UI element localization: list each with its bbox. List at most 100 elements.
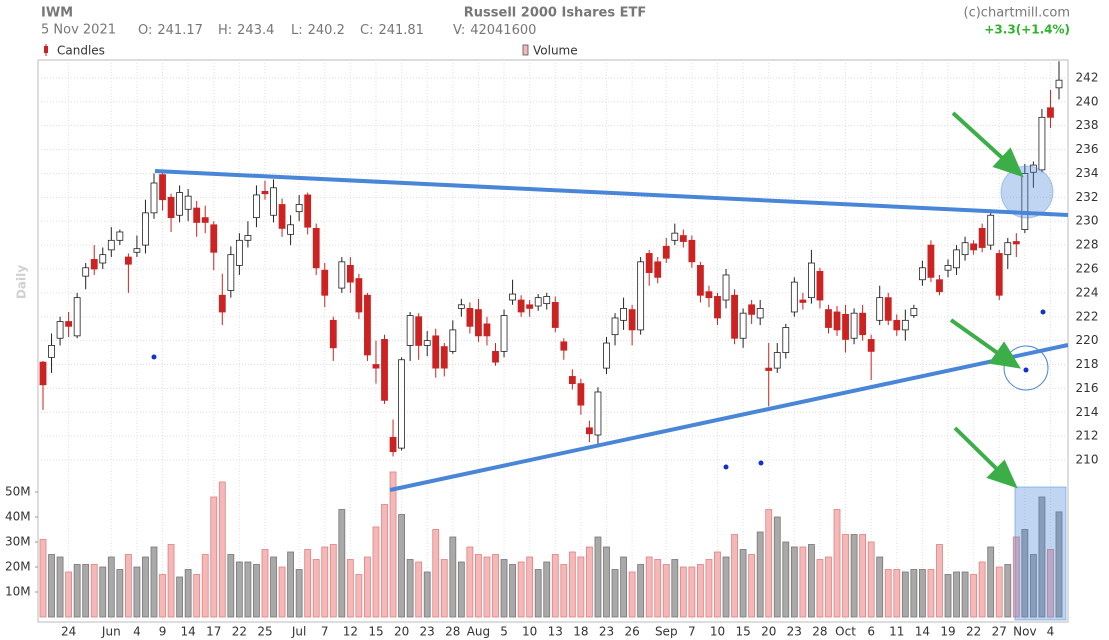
volume-bar bbox=[662, 564, 670, 618]
volume-bar bbox=[756, 531, 764, 618]
volume-bar bbox=[1004, 564, 1012, 618]
volume-bar bbox=[1047, 549, 1054, 618]
volume-bar bbox=[295, 569, 303, 618]
volume-bar bbox=[48, 554, 55, 618]
volume-bar bbox=[577, 556, 585, 618]
x-tick-label: 13 bbox=[548, 625, 563, 639]
x-tick-label: 28 bbox=[445, 625, 460, 639]
volume-bar bbox=[936, 544, 943, 618]
volume-bar bbox=[176, 576, 184, 618]
candle-body bbox=[773, 352, 781, 369]
candle-body bbox=[65, 321, 73, 327]
candle-body bbox=[688, 239, 696, 263]
candle-body bbox=[1038, 116, 1046, 171]
y2-tick-label: 50M bbox=[5, 485, 31, 499]
x-tick-label: 18 bbox=[573, 625, 588, 639]
volume-bar bbox=[406, 559, 414, 618]
legend-icon bbox=[44, 46, 48, 53]
candle-body bbox=[116, 231, 124, 241]
stat-label: C: bbox=[360, 23, 373, 38]
x-tick-label: Aug bbox=[467, 625, 490, 639]
candle-body bbox=[620, 307, 627, 321]
candle-body bbox=[568, 376, 576, 385]
candle-body bbox=[748, 304, 756, 315]
candle-body bbox=[739, 312, 747, 339]
volume-bar bbox=[133, 566, 141, 618]
arrow bbox=[953, 426, 1006, 478]
volume-bar bbox=[526, 556, 534, 618]
candle-body bbox=[799, 299, 807, 303]
candle-body bbox=[987, 214, 995, 246]
volume-bar bbox=[218, 481, 226, 618]
volume-bar bbox=[645, 556, 653, 618]
candle-body bbox=[722, 274, 730, 301]
x-tick-label: Jun bbox=[101, 625, 121, 639]
candle-body bbox=[637, 261, 645, 331]
volume-bar bbox=[449, 536, 457, 618]
candle-body bbox=[654, 261, 662, 278]
candle-body bbox=[466, 307, 474, 327]
x-tick-label: 25 bbox=[257, 625, 272, 639]
volume-bar bbox=[782, 541, 790, 618]
volume-bar bbox=[611, 569, 619, 618]
arrows bbox=[949, 111, 1024, 489]
y-tick-label: 232 bbox=[1076, 190, 1099, 204]
volume-bar bbox=[517, 561, 525, 618]
plot: 2102122142162182202222242262282302322342… bbox=[5, 60, 1098, 639]
x-tick-label: 7 bbox=[688, 625, 696, 639]
candle-body bbox=[978, 227, 986, 248]
stat-value: 42041600 bbox=[470, 23, 536, 38]
dot bbox=[1040, 309, 1046, 315]
volume-bar bbox=[116, 569, 124, 618]
trendline bbox=[389, 343, 1069, 492]
volume-bar bbox=[235, 561, 243, 618]
candle-body bbox=[312, 227, 320, 269]
arrow-head bbox=[986, 459, 1018, 489]
candle-body bbox=[961, 242, 969, 256]
candle-body bbox=[432, 335, 440, 369]
y-tick-label: 230 bbox=[1076, 214, 1099, 228]
stat: C: 241.81 bbox=[360, 23, 424, 38]
candle-body bbox=[765, 367, 773, 371]
chart-title: Russell 2000 Ishares ETF bbox=[464, 6, 646, 21]
candle-body bbox=[927, 244, 935, 278]
volume-bar bbox=[253, 564, 260, 618]
candle-body bbox=[372, 364, 380, 369]
candle-body bbox=[176, 192, 184, 216]
candle-body bbox=[901, 319, 909, 331]
candle-body bbox=[662, 245, 670, 259]
volume-bar bbox=[329, 544, 337, 618]
volume-bar bbox=[893, 569, 901, 618]
candle-body bbox=[842, 313, 849, 340]
y2-tick-label: 30M bbox=[5, 535, 31, 549]
volume-bar bbox=[124, 554, 132, 618]
change: +3.3(+1.4%) bbox=[984, 23, 1070, 37]
volume-bar bbox=[82, 564, 90, 618]
candle-body bbox=[193, 207, 201, 223]
volume-bar bbox=[688, 566, 696, 618]
candle-body bbox=[457, 304, 465, 309]
volume-bar bbox=[654, 559, 662, 618]
volume-bar bbox=[833, 509, 841, 618]
volume-bar bbox=[150, 546, 158, 618]
volume-bar bbox=[842, 534, 849, 618]
volume-bar bbox=[423, 571, 431, 618]
candle-body bbox=[287, 224, 294, 235]
volume-bar bbox=[901, 571, 909, 618]
candle-body bbox=[1055, 79, 1063, 89]
y-tick-label: 224 bbox=[1076, 285, 1099, 299]
candle-body bbox=[509, 293, 516, 301]
volume-bar bbox=[440, 559, 448, 618]
copyright: (c)chartmill.com bbox=[964, 6, 1070, 21]
stat-label: V: bbox=[453, 23, 465, 38]
candle-body bbox=[918, 267, 926, 281]
volume-bar bbox=[227, 554, 235, 618]
candle-body bbox=[107, 239, 115, 251]
volume-bar bbox=[398, 514, 405, 618]
candle-body bbox=[253, 194, 260, 219]
candle-body bbox=[893, 319, 901, 331]
volume-bar bbox=[1038, 496, 1046, 618]
arrow-head bbox=[988, 341, 1022, 369]
x-tick-label: 22 bbox=[966, 625, 981, 639]
volume-bar bbox=[995, 566, 1003, 618]
